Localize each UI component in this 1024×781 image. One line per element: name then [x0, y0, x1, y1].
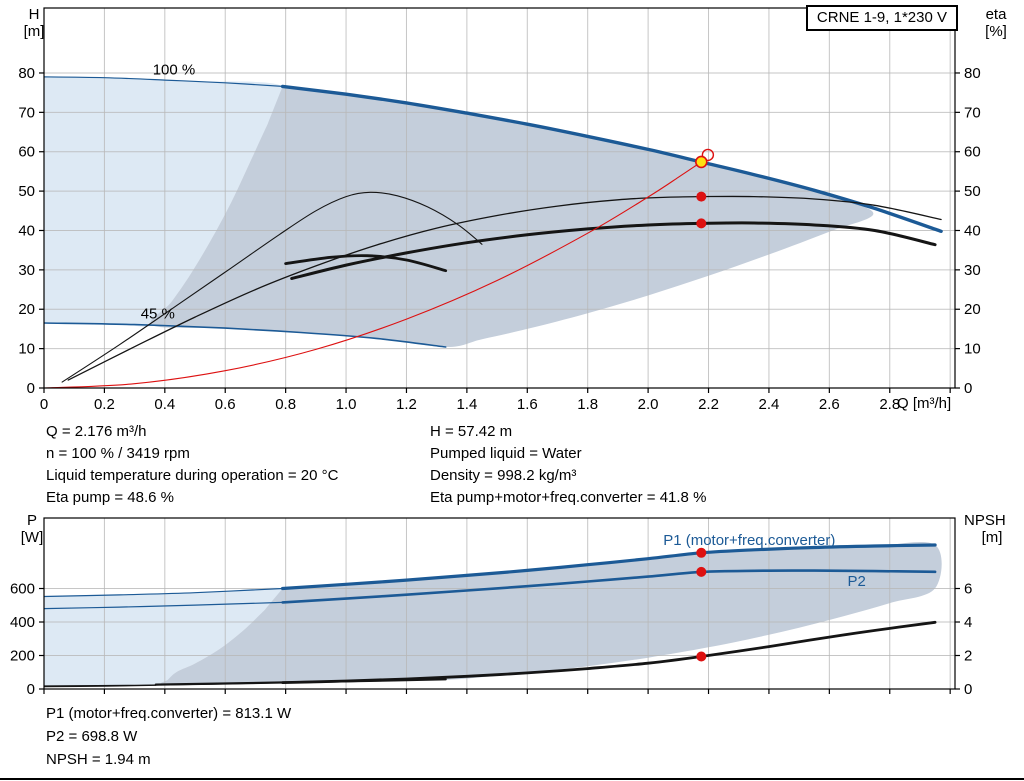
- y-tick-label: 0: [27, 380, 35, 397]
- eta-total-curve-bold: [290, 221, 937, 280]
- y-tick-label: 60: [18, 144, 35, 161]
- y2-tick-label: 70: [964, 104, 981, 121]
- plot-border: [43, 517, 956, 690]
- x-tick-label: 1.2: [396, 396, 417, 413]
- duty-results-left: Q = 2.176 m³/h n = 100 % / 3419 rpm Liqu…: [46, 421, 338, 509]
- info-line-p2: P2 = 698.8 W: [46, 728, 138, 745]
- y-tick-label: 30: [18, 262, 35, 279]
- y-tick-label: 80: [18, 65, 35, 82]
- x-tick-label: 2.4: [759, 396, 780, 413]
- y-tick-label: 200: [10, 648, 35, 665]
- info-line-temperature: Liquid temperature during operation = 20…: [46, 467, 339, 484]
- y2-tick-label: 40: [964, 222, 981, 239]
- x-tick-label: 0.4: [154, 396, 175, 413]
- p1-curve-thin: [44, 587, 284, 598]
- h-axis-title: H: [28, 6, 40, 23]
- eta-axis-title: eta: [985, 6, 1007, 23]
- bottom-divider: [0, 778, 1024, 780]
- y-tick-label: 40: [18, 222, 35, 239]
- duty-point[interactable]: [694, 155, 708, 169]
- p2-marker: [696, 566, 707, 577]
- duty-point-open-circle: [701, 148, 715, 162]
- info-line-q: Q = 2.176 m³/h: [46, 423, 147, 440]
- power-results: P1 (motor+freq.converter) = 813.1 W P2 =…: [46, 702, 291, 771]
- y2-tick-label: 30: [964, 262, 981, 279]
- curve-label: 100 %: [153, 62, 196, 79]
- duty-results-right: H = 57.42 m Pumped liquid = Water Densit…: [430, 421, 706, 509]
- info-line-speed: n = 100 % / 3419 rpm: [46, 445, 190, 462]
- info-line-eta-total: Eta pump+motor+freq.converter = 41.8 %: [430, 489, 707, 506]
- x-tick-label: 2.0: [638, 396, 659, 413]
- pump-curve-100pct-bold: [280, 84, 943, 233]
- y2-tick-label: 4: [964, 614, 972, 631]
- x-tick-label: 2.6: [819, 396, 840, 413]
- curve-label: 45 %: [141, 306, 175, 323]
- p1-curve-bold: [281, 543, 937, 591]
- hq-eta-chart: 100 % 45 % 0 0.2 0.4 0.6 0.8 1.0 1.2 1.4 1.6 1.8 2.0…: [18, 7, 981, 413]
- eta-total-marker: [696, 218, 707, 229]
- y2-tick-label: 10: [964, 341, 981, 358]
- x-tick-label: 1.4: [456, 396, 477, 413]
- x-tick-label: 2.8: [879, 396, 900, 413]
- x-tick-label: 2.2: [698, 396, 719, 413]
- power-operating-envelope: [160, 542, 942, 685]
- x-tick-label: 0.8: [275, 396, 296, 413]
- y2-tick-label: 60: [964, 144, 981, 161]
- p2-curve-thin: [44, 601, 284, 610]
- pump-model-box: CRNE 1-9, 1*230 V: [805, 5, 958, 31]
- y-tick-label: 20: [18, 301, 35, 318]
- x-tick-label: 1.6: [517, 396, 538, 413]
- y-tick-label: 0: [27, 681, 35, 698]
- max-speed-curve-thin: [44, 76, 284, 87]
- p-axis-unit: [W]: [20, 529, 44, 546]
- info-line-npsh: NPSH = 1.94 m: [46, 751, 151, 768]
- pump-model-label: CRNE 1-9, 1*230 V: [816, 9, 947, 26]
- eta-pump-curve: [67, 195, 942, 381]
- min-speed-power-bold: [154, 678, 447, 686]
- eta-reduced-speed-arc: [61, 191, 483, 383]
- min-speed-power-thin: [44, 684, 157, 688]
- eta-pump-marker: [696, 191, 707, 202]
- p2-curve-bold: [281, 569, 937, 604]
- h-axis-unit: [m]: [23, 23, 45, 40]
- y2-tick-label: 6: [964, 581, 972, 598]
- info-line-h: H = 57.42 m: [430, 423, 513, 440]
- x-tick-label: 1.0: [336, 396, 357, 413]
- info-line-density: Density = 998.2 kg/m³: [430, 467, 577, 484]
- curve-label: P2: [848, 573, 866, 590]
- npsh-marker: [696, 651, 707, 662]
- x-tick-label: 1.8: [577, 396, 598, 413]
- npsh-axis-title: NPSH: [964, 512, 1006, 529]
- y-tick-label: 10: [18, 341, 35, 358]
- y-tick-label: 600: [10, 581, 35, 598]
- p-axis-title: P: [26, 512, 37, 529]
- info-line-p1: P1 (motor+freq.converter) = 813.1 W: [46, 705, 292, 722]
- plot-border: [43, 7, 956, 389]
- y2-tick-label: 0: [964, 380, 972, 397]
- y2-tick-label: 50: [964, 183, 981, 200]
- y2-tick-label: 0: [964, 681, 972, 698]
- y-tick-label: 400: [10, 614, 35, 631]
- control-curve-red: [44, 161, 702, 388]
- min-speed-curve-45pct: [44, 322, 447, 348]
- x-tick-label: 0.6: [215, 396, 236, 413]
- y-tick-label: 70: [18, 104, 35, 121]
- x-tick-label: 0.2: [94, 396, 115, 413]
- power-npsh-chart: P1 (motor+freq.converter) P2 0 0 200 2 400 4 600…: [10, 517, 972, 698]
- info-line-eta-pump: Eta pump = 48.6 %: [46, 489, 174, 506]
- eta-axis-unit: [%]: [985, 23, 1007, 40]
- y-tick-label: 50: [18, 183, 35, 200]
- q-axis-unit: Q [m³/h]: [897, 395, 952, 412]
- curve-label: P1 (motor+freq.converter): [663, 532, 835, 549]
- y2-tick-label: 80: [964, 65, 981, 82]
- y2-tick-label: 2: [964, 648, 972, 665]
- npsh-axis-unit: [m]: [981, 529, 1003, 546]
- info-line-liquid: Pumped liquid = Water: [430, 445, 582, 462]
- p1-marker: [696, 547, 707, 558]
- x-tick-label: 0: [40, 396, 48, 413]
- eta-reduced-speed-arc-bold: [284, 254, 448, 273]
- y2-tick-label: 20: [964, 301, 981, 318]
